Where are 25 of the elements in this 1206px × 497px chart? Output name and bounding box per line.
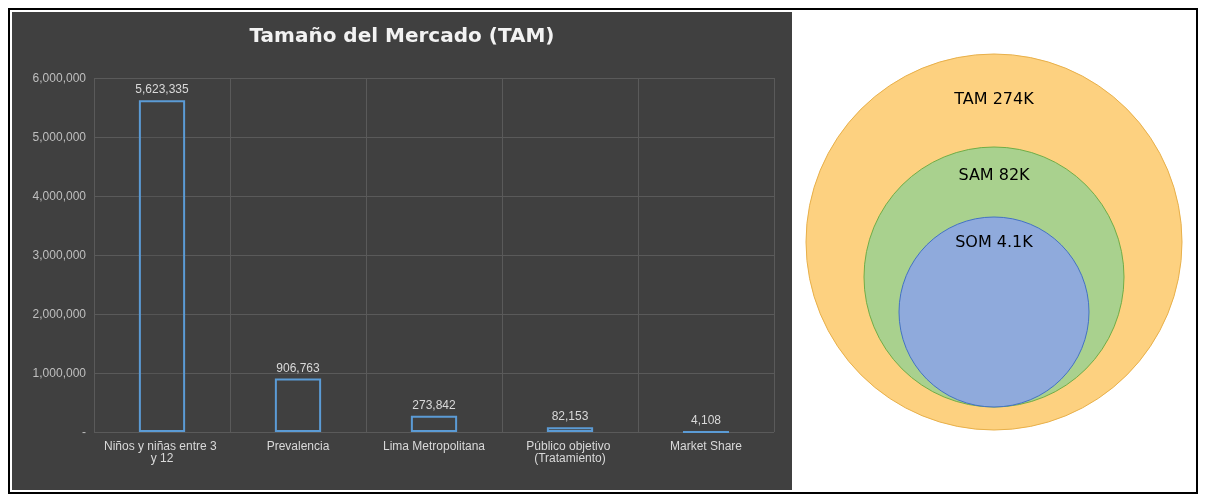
chart-title: Tamaño del Mercado (TAM)	[249, 23, 555, 47]
x-tick-label: Niños y niñas entre 3 y 12	[103, 439, 221, 465]
x-tick-label: Market Share	[669, 439, 743, 453]
x-tick-label: Público objetivo (Tratamiento)	[526, 439, 614, 465]
data-label: 273,842	[412, 397, 457, 412]
x-tick-label: Prevalencia	[266, 439, 330, 453]
text: SAM 82K	[958, 165, 1031, 184]
data-label: 82,153	[551, 409, 589, 424]
text: TAM 274K	[953, 89, 1035, 108]
y-tick-label: 2,000,000	[32, 307, 87, 321]
y-tick-label: 6,000,000	[32, 71, 87, 85]
y-tick-label: 3,000,000	[32, 248, 87, 262]
y-tick-label: -	[82, 425, 86, 439]
data-label: 5,623,335	[135, 82, 190, 97]
bar	[138, 100, 186, 432]
bar	[546, 427, 594, 432]
text: SOM 4.1K	[955, 232, 1034, 251]
bar	[274, 378, 322, 432]
bar	[410, 415, 458, 432]
y-tick-label: 4,000,000	[32, 189, 87, 203]
y-tick-label: 5,000,000	[32, 130, 87, 144]
y-tick-label: 1,000,000	[32, 366, 87, 380]
data-label: 4,108	[690, 412, 722, 427]
data-label: 906,763	[276, 360, 321, 375]
x-tick-label: Lima Metropolitana	[382, 439, 486, 453]
